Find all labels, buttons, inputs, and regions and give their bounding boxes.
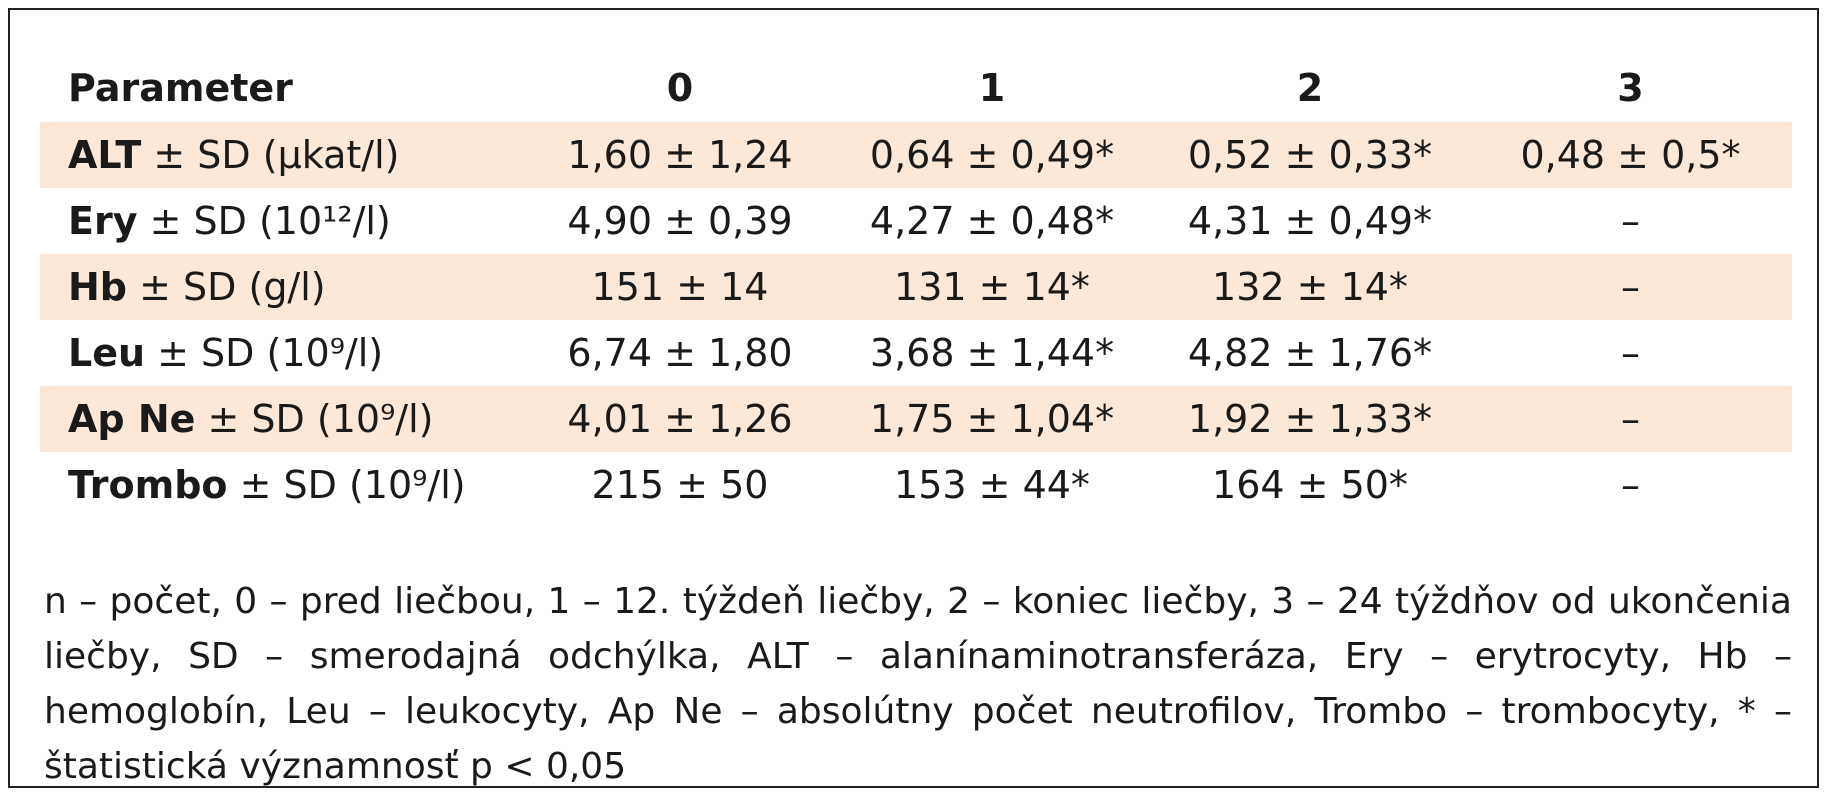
parameter-unit: ± SD (µkat/l) (153, 133, 400, 177)
header-timepoint-2: 2 (1296, 66, 1324, 110)
table-cell: 0,64 ± 0,49* (833, 122, 1151, 188)
parameter-unit: ± SD (g/l) (139, 265, 326, 309)
row-label: Ery ± SD (10¹²/l) (40, 188, 527, 254)
table-cell: 1,75 ± 1,04* (833, 386, 1151, 452)
table-cell: – (1469, 386, 1792, 452)
table-row: Hb ± SD (g/l) 151 ± 14 131 ± 14* 132 ± 1… (40, 254, 1792, 320)
parameter-unit: ± SD (10⁹/l) (207, 397, 434, 441)
table-cell: 4,27 ± 0,48* (869, 199, 1115, 243)
row-label: Ap Ne ± SD (10⁹/l) (40, 386, 527, 452)
table-cell: 4,01 ± 1,26 (527, 386, 833, 452)
table-cell: 3,68 ± 1,44* (869, 331, 1115, 375)
parameter-name: Trombo (68, 463, 228, 507)
parameters-table: Parameter 0 1 2 3 ALT ± SD (µkat/l) 1,60… (40, 54, 1792, 518)
row-label: Leu ± SD (10⁹/l) (40, 320, 527, 386)
parameter-unit: ± SD (10⁹/l) (157, 331, 384, 375)
table-cell: 1,92 ± 1,33* (1151, 386, 1469, 452)
row-label: Trombo ± SD (10⁹/l) (40, 452, 527, 518)
table-cell: 215 ± 50 (591, 463, 769, 507)
table-cell: 131 ± 14* (833, 254, 1151, 320)
parameter-name: Hb (68, 265, 128, 309)
table-frame: Parameter 0 1 2 3 ALT ± SD (µkat/l) 1,60… (8, 8, 1819, 788)
table-cell: 1,60 ± 1,24 (527, 122, 833, 188)
parameter-name: Ery (68, 199, 138, 243)
row-label: Hb ± SD (g/l) (40, 254, 527, 320)
table-row: Trombo ± SD (10⁹/l) 215 ± 50 153 ± 44* 1… (40, 452, 1792, 518)
table-cell: – (1621, 331, 1640, 375)
row-label: ALT ± SD (µkat/l) (40, 122, 527, 188)
table-cell: 153 ± 44* (894, 463, 1090, 507)
header-timepoint-0: 0 (666, 66, 694, 110)
table-row: Ery ± SD (10¹²/l) 4,90 ± 0,39 4,27 ± 0,4… (40, 188, 1792, 254)
parameter-name: ALT (68, 133, 142, 177)
table-cell: – (1621, 199, 1640, 243)
table-row: ALT ± SD (µkat/l) 1,60 ± 1,24 0,64 ± 0,4… (40, 122, 1792, 188)
table-cell: – (1621, 463, 1640, 507)
parameter-name: Leu (68, 331, 146, 375)
table-cell: 4,90 ± 0,39 (567, 199, 793, 243)
parameter-unit: ± SD (10¹²/l) (149, 199, 391, 243)
table-row: Leu ± SD (10⁹/l) 6,74 ± 1,80 3,68 ± 1,44… (40, 320, 1792, 386)
table-footnote: n – počet, 0 – pred liečbou, 1 – 12. týž… (44, 581, 1792, 787)
parameter-name: Ap Ne (68, 397, 196, 441)
table-cell: 132 ± 14* (1151, 254, 1469, 320)
table-cell: 6,74 ± 1,80 (567, 331, 793, 375)
header-timepoint-3: 3 (1617, 66, 1644, 110)
parameter-unit: ± SD (10⁹/l) (239, 463, 466, 507)
header-timepoint-1: 1 (978, 66, 1006, 110)
table-row: Ap Ne ± SD (10⁹/l) 4,01 ± 1,26 1,75 ± 1,… (40, 386, 1792, 452)
table-cell: – (1469, 254, 1792, 320)
table-cell: 151 ± 14 (527, 254, 833, 320)
table-cell: 4,31 ± 0,49* (1187, 199, 1433, 243)
header-parameter: Parameter (68, 66, 293, 110)
table-cell: 164 ± 50* (1212, 463, 1408, 507)
table-cell: 0,52 ± 0,33* (1151, 122, 1469, 188)
header-row: Parameter 0 1 2 3 (40, 54, 1792, 122)
table-cell: 0,48 ± 0,5* (1469, 122, 1792, 188)
table-cell: 4,82 ± 1,76* (1187, 331, 1433, 375)
